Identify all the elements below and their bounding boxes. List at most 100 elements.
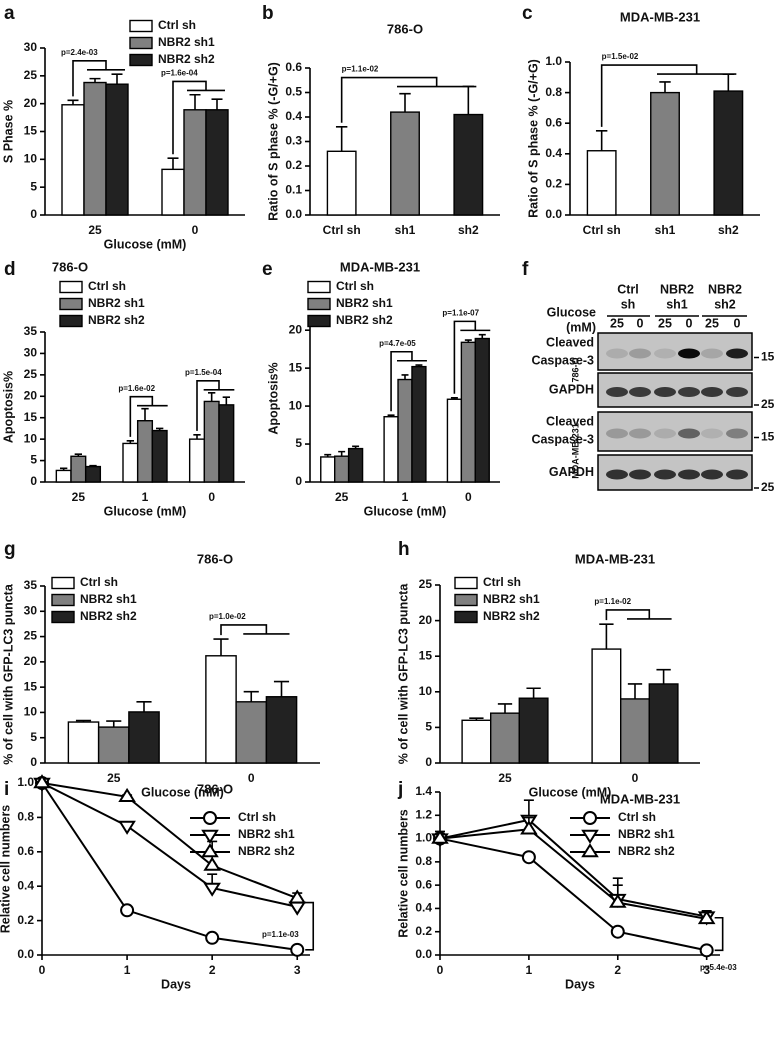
- legend-label: NBR2 sh2: [336, 313, 393, 327]
- error-bar: [401, 374, 409, 380]
- y-tick-label: 0: [425, 755, 432, 769]
- error-bar: [450, 396, 458, 400]
- y-tick-label: 0.2: [17, 913, 34, 927]
- bar: [648, 683, 679, 764]
- p-value: p=5.4e-03: [700, 963, 737, 972]
- error-bar: [126, 440, 134, 444]
- x-axis-label: Glucose (mM): [141, 785, 224, 799]
- error-bar: [595, 130, 608, 151]
- x-axis-label: Glucose (mM): [104, 237, 187, 251]
- legend-label: NBR2 sh2: [158, 52, 215, 66]
- panel-letter: h: [398, 539, 410, 560]
- error-bar: [193, 434, 201, 440]
- panel-letter: f: [522, 259, 529, 280]
- x-tick-label: 1: [142, 490, 149, 504]
- bar: [460, 341, 477, 483]
- legend-label: Ctrl sh: [88, 279, 126, 293]
- p-value: p=1.1e-03: [262, 930, 299, 939]
- band: [629, 348, 651, 359]
- x-tick-label: sh2: [718, 223, 739, 237]
- x-tick-label: 0: [39, 963, 46, 977]
- error-bar: [478, 333, 486, 339]
- bar: [326, 150, 357, 216]
- legend-swatch: [454, 576, 478, 590]
- band: [678, 469, 700, 480]
- y-tick-label: 0.8: [545, 85, 562, 99]
- y-tick-label: 20: [289, 322, 303, 336]
- error-bar: [243, 690, 259, 702]
- marker: [120, 903, 135, 918]
- bar: [183, 109, 207, 216]
- x-tick-label: 3: [703, 963, 710, 977]
- marker: [608, 893, 627, 908]
- error-bar: [208, 392, 216, 402]
- band: [629, 469, 651, 480]
- marker: [203, 882, 221, 897]
- legend-label: Ctrl sh: [238, 810, 276, 824]
- y-axis-label: % of cell with GFP-LC3 puncta: [396, 583, 410, 765]
- error-bar: [399, 92, 411, 113]
- legend-swatch: [51, 593, 75, 607]
- y-tick-label: 5: [30, 179, 37, 193]
- significance-bracket: [129, 395, 168, 437]
- error-bar: [338, 450, 346, 457]
- lane-label: 0: [686, 316, 693, 330]
- error-bar: [469, 717, 484, 721]
- p-value: p=1.1e-02: [594, 597, 631, 606]
- marker: [201, 829, 219, 844]
- error-bar: [89, 464, 97, 467]
- x-tick-label: Ctrl sh: [323, 223, 361, 237]
- error-bar: [211, 98, 223, 110]
- error-bar: [526, 687, 541, 699]
- bar: [70, 455, 87, 483]
- legend-swatch: [51, 576, 75, 590]
- marker: [610, 924, 625, 939]
- bar: [205, 109, 229, 216]
- y-tick-label: 30: [24, 603, 38, 617]
- y-tick-label: 0.2: [285, 158, 302, 172]
- bar: [122, 442, 139, 483]
- chart-title: 786-O: [197, 551, 233, 566]
- bar: [97, 726, 130, 764]
- bar: [334, 455, 350, 483]
- error-bar: [167, 157, 179, 170]
- x-tick-label: 0: [632, 771, 639, 785]
- error-bar: [352, 445, 360, 449]
- band: [654, 469, 676, 480]
- y-axis-label: Ratio of S phase % (-G/+G): [266, 62, 280, 221]
- size-marker: 15: [761, 350, 775, 364]
- y-tick-label: 0.4: [285, 109, 302, 123]
- legend-label: NBR2 sh1: [88, 296, 145, 310]
- y-tick-label: 0.6: [415, 877, 432, 891]
- lane-label: 25: [610, 316, 624, 330]
- error-bar: [656, 668, 671, 684]
- lane-label: 0: [734, 316, 741, 330]
- significance-bracket: [220, 624, 290, 636]
- legend-swatch: [307, 314, 331, 328]
- y-tick-label: 10: [24, 705, 38, 719]
- significance-bracket: [72, 60, 125, 97]
- band: [701, 428, 723, 439]
- legend-swatch: [129, 36, 153, 50]
- bar: [151, 429, 168, 483]
- p-value: p=1.1e-07: [442, 308, 479, 317]
- panel-letter: d: [4, 259, 16, 280]
- y-tick-label: 0.0: [415, 947, 432, 961]
- y-axis-label: % of cell with GFP-LC3 puncta: [1, 583, 15, 765]
- y-tick-label: 35: [24, 324, 38, 338]
- y-tick-label: 35: [24, 578, 38, 592]
- legend-label: NBR2 sh2: [80, 609, 137, 623]
- y-tick-label: 10: [24, 431, 38, 445]
- marker: [33, 774, 51, 789]
- error-bar: [74, 453, 82, 457]
- chart-title: 786-O: [52, 259, 88, 274]
- y-tick-label: 20: [24, 654, 38, 668]
- legend-swatch: [129, 19, 153, 33]
- error-bar: [67, 99, 79, 105]
- legend-label: Ctrl sh: [483, 575, 521, 589]
- bar: [136, 420, 154, 483]
- y-tick-label: 0.2: [545, 177, 562, 191]
- bar: [105, 83, 129, 216]
- significance-bracket: [600, 64, 737, 127]
